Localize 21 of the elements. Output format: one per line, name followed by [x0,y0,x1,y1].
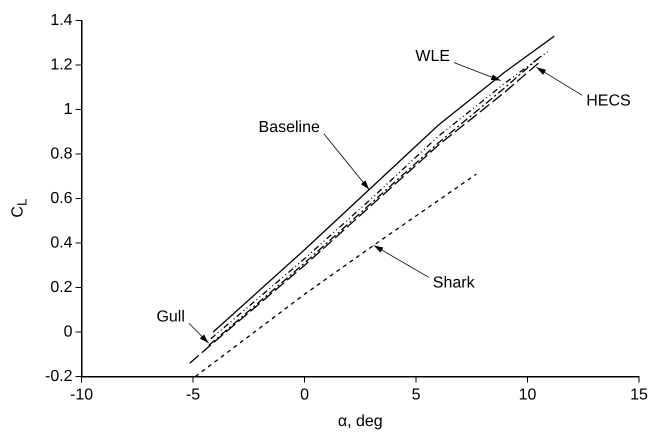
y-tick-label: -0.2 [44,368,73,386]
y-tick-label: 0.2 [50,279,73,296]
x-axis-title: α, deg [338,412,383,430]
x-tick-label: 15 [630,386,648,404]
annotation: Baseline [258,119,320,136]
x-tick-label: 10 [518,386,537,404]
y-tick-label: 1 [64,101,73,118]
y-tick-label: 0.6 [50,190,73,208]
x-tick-label: -10 [70,386,94,404]
annotation: Shark [432,274,476,292]
annotation: HECS [586,92,631,110]
y-tick-label: 0.8 [50,146,73,163]
y-tick-label: 0.4 [50,234,73,252]
x-tick-label: -5 [186,386,200,404]
x-tick-label: 5 [412,386,421,404]
y-tick-label: 1.4 [50,12,73,30]
y-tick-label: 1.2 [50,56,73,74]
annotation: WLE [415,48,450,66]
y-tick-label: 0 [64,324,73,341]
annotation: Gull [156,308,185,326]
x-tick-label: 0 [300,386,310,404]
